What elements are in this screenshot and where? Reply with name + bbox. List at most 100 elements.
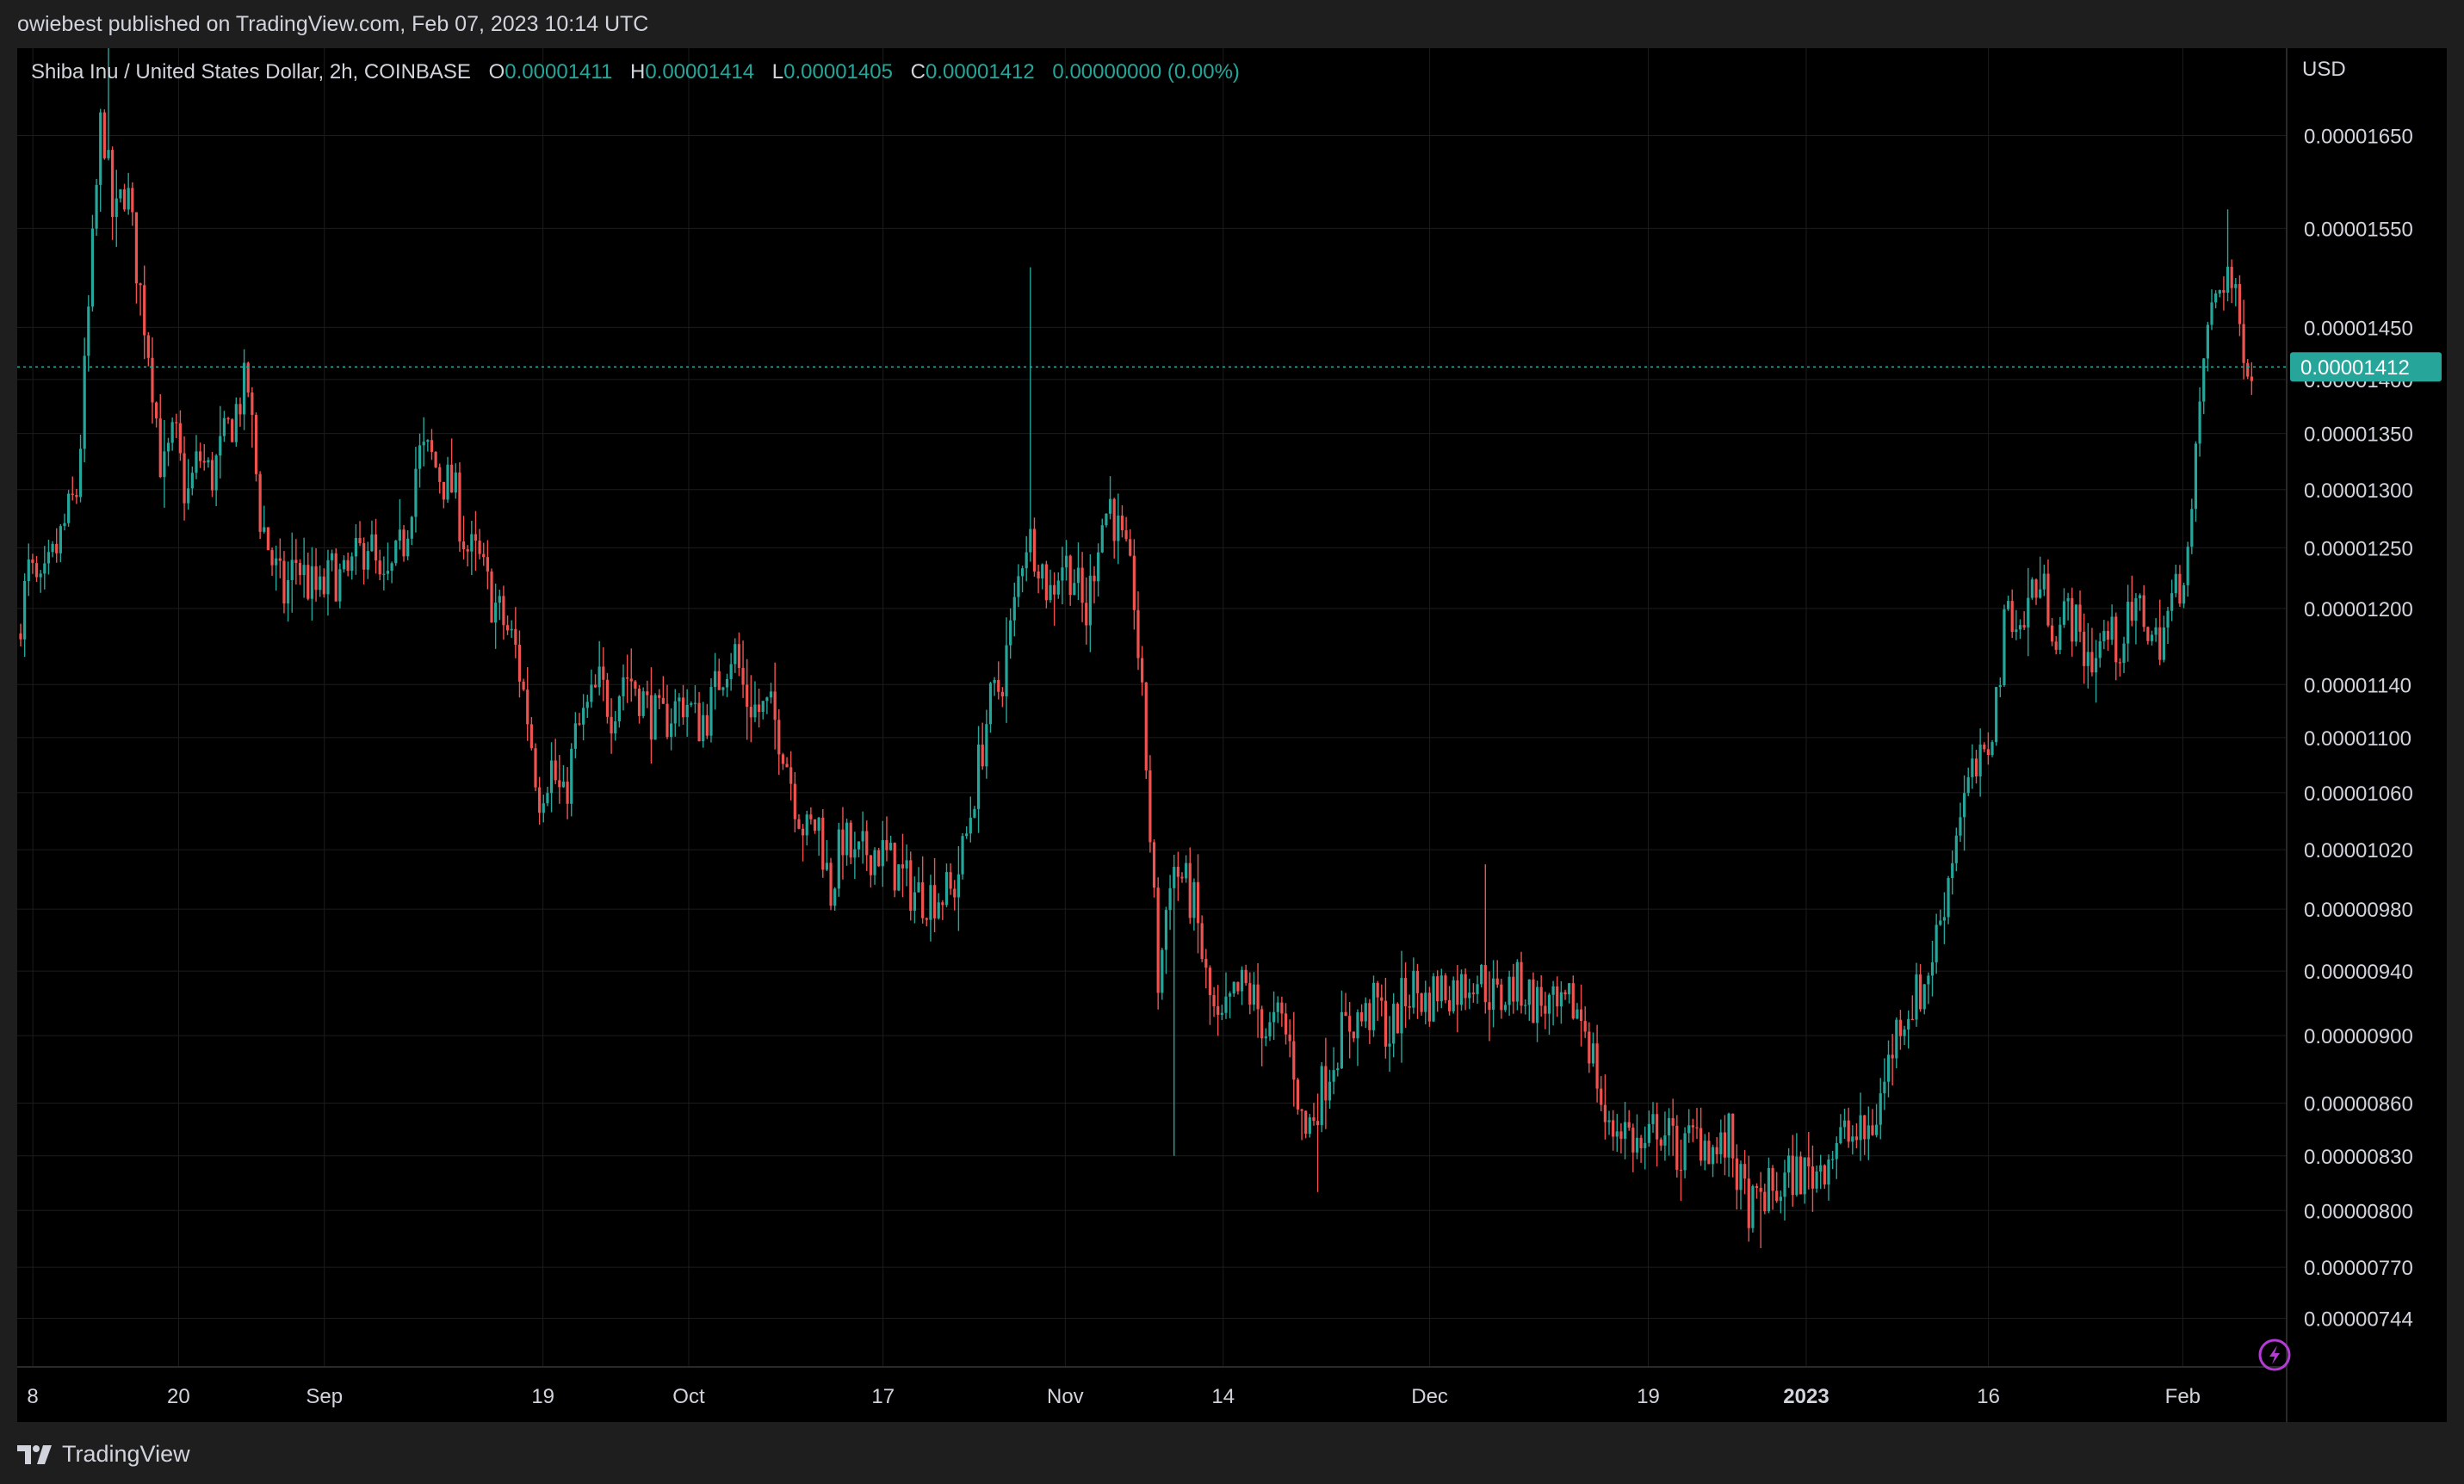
candle-body [1459,974,1464,1005]
candle-body [270,550,274,566]
candle-body [2146,627,2150,641]
candle-body [1012,597,1016,621]
candle-body [450,464,454,493]
candle-body [474,534,478,541]
candle-body [207,460,210,463]
candle-body [2214,293,2218,303]
candle-body [1898,1019,1903,1036]
candle-body [2174,573,2177,594]
candle-body [87,306,90,356]
candle-body [1895,1019,1898,1059]
candle-body [426,440,430,442]
lightning-icon[interactable] [2258,1339,2291,1371]
candle-body [1061,567,1064,581]
candle-body [1607,1120,1611,1122]
candle-body [629,678,633,682]
candle-body [617,696,621,722]
candle-body [857,841,861,850]
candle-body [785,764,789,768]
candle-body [997,680,1000,692]
candle-body [805,814,808,836]
candle-body [1879,1093,1882,1125]
candle-body [1755,1185,1759,1188]
candle-body [1495,978,1499,985]
candle-body [1512,976,1515,1002]
candle-body [905,860,908,869]
candle-body [1452,980,1455,1011]
candle-body [661,697,665,704]
candle-body [1983,744,1986,750]
candle-body [2154,627,2158,635]
candle-body [705,714,709,736]
chart-frame[interactable]: USD 0.00001650 0.00001550 0.00001450 0.0000… [17,48,2447,1422]
candle-body [1100,525,1104,553]
candle-body [1053,584,1056,595]
candle-body [1180,876,1184,879]
y-tick-label: 0.00001350 [2304,424,2413,447]
candle-body [1288,1034,1291,1042]
candle-body [929,885,932,920]
x-tick-label: Sep [306,1385,343,1408]
candle-body [1447,999,1452,1011]
candle-body [190,473,194,489]
candle-body [102,112,106,158]
candle-body [1619,1131,1623,1139]
candle-body [1156,887,1160,993]
y-tick-label: 0.00000860 [2304,1093,2413,1116]
candle-body [2198,401,2201,444]
candle-body [2230,266,2233,288]
candle-body [813,819,817,832]
candle-body [925,918,928,920]
candle-body [2086,652,2089,666]
price-chart[interactable]: USD 0.00001650 0.00001550 0.00001450 0.0000… [17,48,2447,1422]
candle-body [721,687,725,690]
candle-body [932,885,937,918]
candle-body [1603,1104,1607,1122]
candle-body [1647,1123,1650,1143]
candle-body [2094,658,2098,673]
x-axis-ticks: 8 20 Sep 19 Oct 17 Nov 14 Dec 19 2023 16 Feb [27,1385,2201,1408]
candle-body [75,494,78,498]
candle-body [1276,1002,1279,1012]
candle-body [678,697,681,702]
y-axis-ticks: 0.000016500.000015500.000014500.00001400… [2304,125,2413,1331]
candle-body [458,472,461,542]
candle-body [234,404,238,442]
candle-body [861,831,864,842]
x-tick-label: Dec [1411,1385,1448,1408]
candle-body [310,566,314,599]
candle-body [1328,1081,1332,1101]
candle-body [71,493,74,495]
candle-body [737,644,741,668]
candle-body [1368,1003,1371,1030]
candle-body [394,541,398,564]
candle-body [917,882,920,893]
candle-body [1488,1002,1491,1011]
candle-body [306,565,310,599]
brand[interactable]: TradingView [17,1441,190,1468]
candle-body [1675,1125,1679,1170]
candle-body [1851,1136,1854,1142]
candle-body [1791,1155,1794,1196]
candle-body [131,188,134,213]
candle-body [2222,290,2226,294]
y-tick-label: 0.00000830 [2304,1146,2413,1169]
candle-body [2018,625,2022,630]
candle-body [278,558,282,561]
candle-body [1439,975,1443,1002]
candle-body [155,402,158,419]
candle-body [1120,515,1124,531]
candle-body [158,418,162,478]
candle-body [282,560,286,604]
candle-body [578,723,581,725]
y-tick-label: 0.00000770 [2304,1257,2413,1280]
candle-body [1995,687,1998,743]
candle-body [1097,552,1100,582]
candle-body [590,684,593,702]
candle-body [1886,1054,1891,1082]
candle-body [1787,1155,1791,1173]
candle-body [2162,628,2165,660]
open-label: O [488,60,505,83]
candle-body [522,681,525,690]
candle-body [254,415,258,474]
